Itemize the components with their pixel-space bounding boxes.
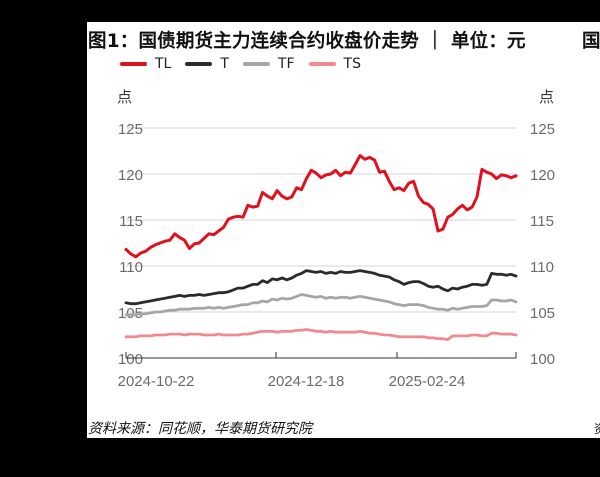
y-tick-left-120: 120 [118,167,143,184]
legend-item-tf: TF [242,56,295,72]
series-line-tf [124,293,518,317]
legend-label: TL [155,56,172,72]
series-line-ts [124,328,518,342]
x-tick-label: 2024-12-18 [268,373,345,390]
y-tick-right-125: 125 [530,121,555,138]
adjacent-source-cut: 资 [594,420,600,437]
chart-panel [87,22,600,438]
y-tick-left-110: 110 [119,259,143,276]
legend-item-tl: TL [120,56,171,72]
legend-item-ts: TS [308,56,361,72]
adjacent-chart-title-cut: 国 [582,31,600,52]
legend-swatch [120,62,147,66]
y-tick-right-100: 100 [530,351,555,368]
legend-swatch [242,62,270,66]
y-tick-left-100: 100 [118,351,143,368]
y-tick-right-110: 110 [530,259,554,276]
y-axis-unit-right: 点 [539,88,555,106]
chart-title: 图1：国债期货主力连续合约收盘价走势 ｜ 单位：元 [88,31,526,52]
legend-label: TF [277,56,295,72]
legend-label: T [220,56,229,72]
y-tick-right-120: 120 [530,167,555,184]
legend-item-t: T [185,56,229,72]
y-tick-right-115: 115 [530,213,554,230]
y-axis-unit-left: 点 [117,88,133,106]
series-line-t [124,269,518,306]
y-tick-left-115: 115 [119,213,143,230]
legend-label: TS [343,56,361,72]
x-tick-label: 2025-02-24 [389,373,466,390]
series-line-tl [124,154,518,259]
legend: TL T TF TS [120,56,361,72]
source-note: 资料来源：同花顺，华泰期货研究院 [88,421,312,437]
legend-swatch [185,62,213,66]
y-tick-left-125: 125 [118,121,143,138]
legend-swatch [308,62,336,66]
x-tick-label: 2024-10-22 [118,373,195,390]
y-tick-right-105: 105 [530,305,555,322]
